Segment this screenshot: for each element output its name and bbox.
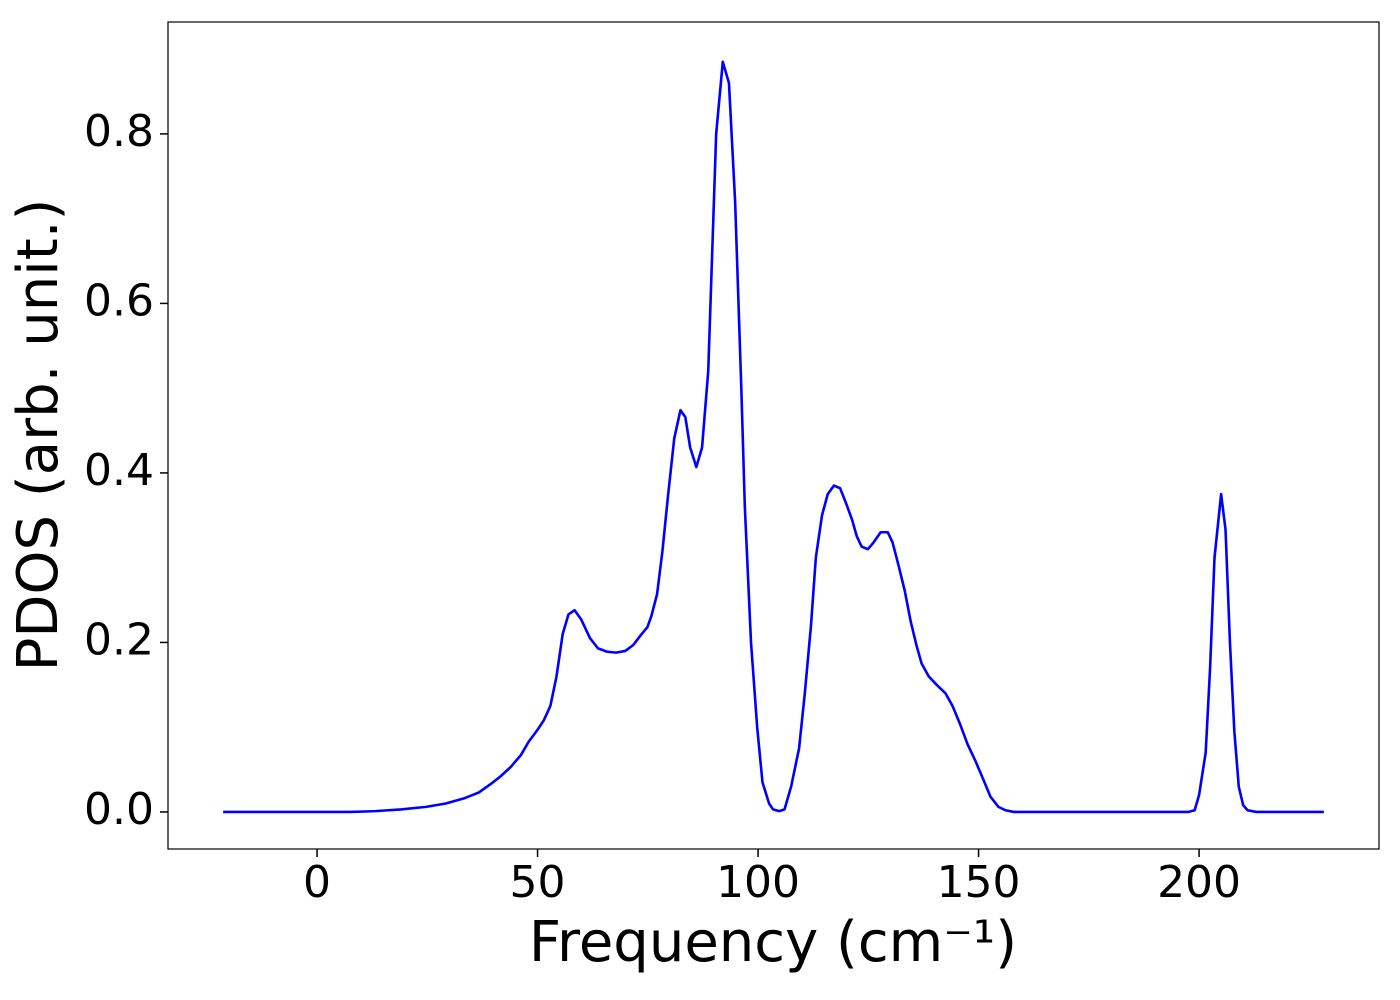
plot-frame bbox=[167, 21, 1380, 850]
x-tick-label: 0 bbox=[303, 857, 331, 908]
y-tick-label: 0.2 bbox=[84, 614, 154, 665]
line bbox=[223, 60, 1324, 814]
y-tick-label: 0.0 bbox=[84, 784, 154, 835]
x-axis-label: Frequency (cm⁻¹) bbox=[529, 910, 1017, 975]
y-axis-label: PDOS (arb. unit.) bbox=[6, 199, 71, 672]
x-tick-label: 200 bbox=[1157, 857, 1241, 908]
x-tick-label: 100 bbox=[716, 857, 800, 908]
y-tick-label: 0.6 bbox=[84, 275, 154, 326]
x-tick-label: 150 bbox=[937, 857, 1021, 908]
x-tick-label: 50 bbox=[510, 857, 566, 908]
y-tick-label: 0.8 bbox=[84, 106, 154, 157]
y-tick-label: 0.4 bbox=[84, 445, 154, 496]
